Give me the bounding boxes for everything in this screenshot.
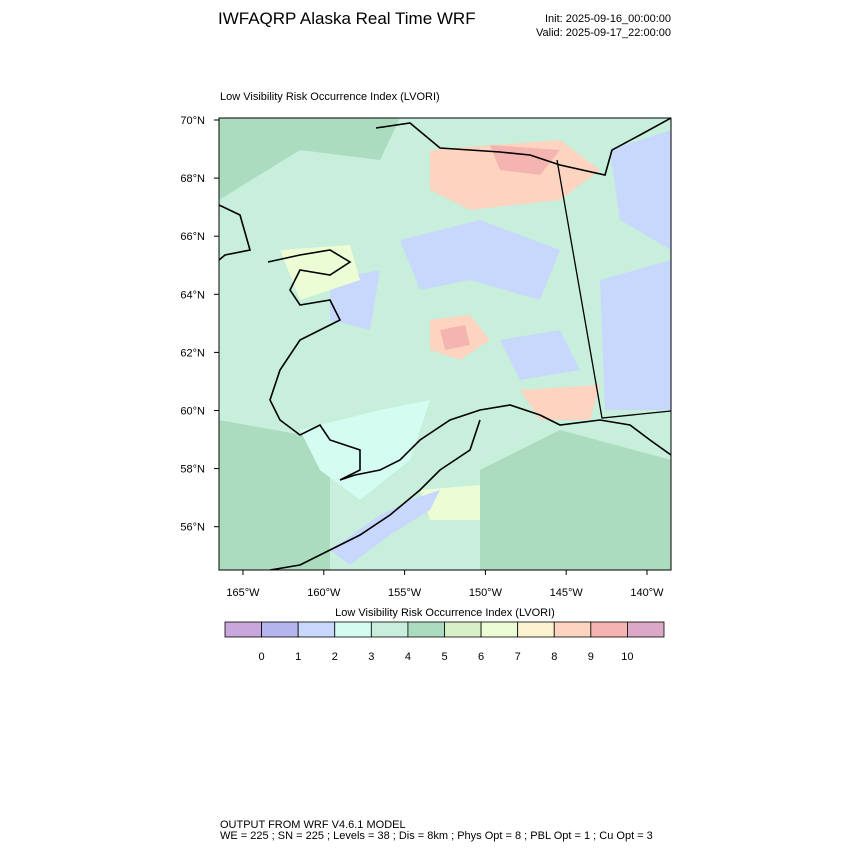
lat-label: 68°N [180, 173, 205, 185]
colorbar-label: 10 [621, 651, 633, 663]
colorbar-box [370, 621, 409, 638]
colorbar-label: 5 [441, 651, 447, 663]
lat-label: 70°N [180, 115, 205, 127]
colorbar-box [224, 621, 262, 638]
field-region [330, 220, 580, 380]
colorbar-label: 6 [478, 651, 484, 663]
colorbar-label: 2 [332, 651, 338, 663]
field-region [440, 325, 470, 350]
lon-labels: 165°W 160°W 155°W 150°W 145°W 140°W [226, 570, 664, 599]
field-region [219, 118, 671, 570]
lon-label: 145°W [550, 587, 584, 599]
lat-label: 66°N [180, 231, 205, 243]
colorbar-box [627, 621, 665, 638]
map-title: Low Visibility Risk Occurrence Index (LV… [220, 91, 440, 103]
footer-line: OUTPUT FROM WRF V4.6.1 MODEL [220, 819, 406, 831]
colorbar-box [553, 621, 592, 638]
footer-line: WE = 225 ; SN = 225 ; Levels = 38 ; Dis … [220, 830, 653, 842]
lat-label: 56°N [180, 522, 205, 534]
colorbar-box [297, 621, 336, 638]
lon-label: 150°W [469, 587, 503, 599]
field-region [430, 140, 600, 210]
colorbar-box [334, 621, 372, 638]
colorbar: 0 1 2 3 4 5 6 7 8 9 10 [224, 621, 665, 663]
field-region [280, 245, 480, 520]
field-region [330, 490, 440, 565]
lon-label: 165°W [226, 587, 260, 599]
field-region [600, 130, 671, 410]
lon-label: 155°W [388, 587, 422, 599]
colorbar-label: 8 [551, 651, 557, 663]
field-region [430, 315, 600, 420]
lon-label: 160°W [307, 587, 341, 599]
colorbar-box [480, 621, 519, 638]
colorbar-title: Low Visibility Risk Occurrence Index (LV… [335, 607, 555, 619]
lon-label: 140°W [630, 587, 664, 599]
valid-time: Valid: 2025-09-17_22:00:00 [536, 27, 671, 39]
colorbar-box [444, 621, 482, 638]
border [556, 159, 671, 419]
init-time: Init: 2025-09-16_00:00:00 [545, 13, 671, 25]
colorbar-label: 3 [368, 651, 374, 663]
lat-label: 62°N [180, 347, 205, 359]
colorbar-box [407, 621, 445, 638]
lat-label: 60°N [180, 406, 205, 418]
colorbar-label: 9 [588, 651, 594, 663]
colorbar-label: 4 [405, 651, 411, 663]
colorbar-box [261, 621, 299, 638]
lat-labels: 70°N 68°N 66°N 64°N 62°N 60°N 58°N 56°N [180, 115, 219, 534]
field-region [300, 400, 430, 500]
map-frame [218, 117, 672, 571]
colorbar-label: 7 [515, 651, 521, 663]
coastline [219, 118, 671, 570]
lat-label: 64°N [180, 289, 205, 301]
colorbar-box [517, 621, 555, 638]
title: IWFAQRP Alaska Real Time WRF [218, 9, 476, 28]
colorbar-label: 0 [259, 651, 265, 663]
colorbar-box [590, 621, 628, 638]
colorbar-label: 1 [295, 651, 301, 663]
lat-label: 58°N [180, 464, 205, 476]
map [218, 117, 672, 571]
